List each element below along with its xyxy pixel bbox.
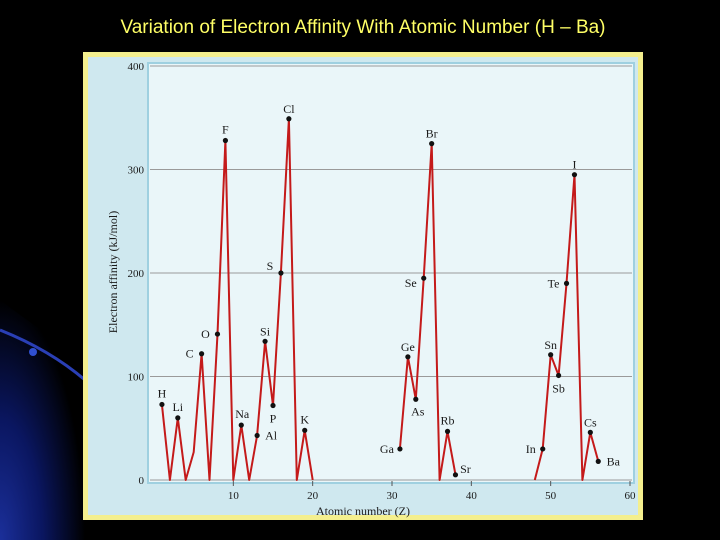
data-point bbox=[587, 429, 593, 435]
y-axis-label: Electron affinity (kJ/mol) bbox=[106, 211, 120, 333]
point-label: Ge bbox=[401, 340, 415, 354]
point-label: O bbox=[201, 327, 210, 341]
point-label: Sb bbox=[552, 381, 565, 395]
data-point bbox=[270, 402, 276, 409]
data-point bbox=[452, 472, 459, 478]
point-label: S bbox=[267, 259, 274, 273]
data-point bbox=[262, 338, 268, 344]
point-label: Cl bbox=[283, 102, 295, 116]
x-tick-label: 50 bbox=[545, 490, 557, 502]
x-tick-label: 20 bbox=[307, 490, 319, 502]
data-point bbox=[429, 141, 435, 147]
point-label: In bbox=[526, 442, 536, 456]
point-label: C bbox=[186, 347, 194, 361]
data-point bbox=[254, 432, 260, 439]
point-label: As bbox=[411, 404, 425, 418]
data-point bbox=[222, 137, 228, 144]
data-point bbox=[214, 331, 221, 337]
y-tick-label: 0 bbox=[139, 475, 145, 487]
point-label: I bbox=[572, 158, 576, 172]
point-label: Se bbox=[405, 276, 417, 290]
slide-title: Variation of Electron Affinity With Atom… bbox=[120, 17, 605, 38]
data-point bbox=[540, 446, 546, 452]
point-label: Sn bbox=[544, 338, 557, 352]
data-point bbox=[159, 401, 165, 408]
point-label: Li bbox=[172, 400, 183, 414]
point-label: Rb bbox=[441, 413, 455, 427]
point-label: Sr bbox=[460, 462, 471, 476]
data-point bbox=[278, 270, 284, 276]
point-label: F bbox=[222, 123, 229, 137]
decor-swoosh bbox=[0, 300, 85, 540]
x-tick-label: 30 bbox=[387, 490, 399, 502]
y-tick-label: 300 bbox=[128, 165, 145, 177]
x-tick-label: 60 bbox=[625, 490, 637, 502]
data-point bbox=[286, 116, 292, 122]
data-point bbox=[405, 354, 411, 360]
data-point bbox=[595, 458, 601, 464]
data-point bbox=[413, 396, 419, 402]
data-point bbox=[199, 351, 205, 357]
data-point bbox=[421, 275, 427, 281]
point-label: Te bbox=[548, 276, 560, 290]
data-point bbox=[571, 172, 578, 178]
point-label: P bbox=[270, 411, 277, 425]
y-tick-label: 400 bbox=[128, 61, 145, 73]
y-tick-label: 200 bbox=[128, 268, 145, 280]
data-point bbox=[548, 352, 554, 358]
y-tick-label: 100 bbox=[128, 372, 145, 384]
point-label: Ba bbox=[607, 454, 621, 468]
data-point bbox=[175, 415, 181, 421]
point-label: Al bbox=[265, 428, 278, 442]
point-label: Br bbox=[426, 127, 438, 141]
data-point bbox=[238, 422, 244, 428]
decor-line bbox=[0, 328, 86, 382]
point-label: Na bbox=[235, 407, 250, 421]
data-point bbox=[397, 446, 403, 452]
data-point bbox=[302, 427, 308, 433]
data-point bbox=[444, 428, 451, 434]
point-label: Ga bbox=[380, 442, 395, 456]
point-label: Si bbox=[260, 324, 271, 338]
x-tick-label: 10 bbox=[228, 490, 240, 502]
decor-dot bbox=[29, 348, 37, 356]
point-label: Cs bbox=[584, 415, 597, 429]
point-label: H bbox=[158, 386, 167, 400]
data-point bbox=[563, 280, 570, 286]
x-tick-label: 40 bbox=[466, 490, 478, 502]
data-point bbox=[556, 372, 562, 379]
x-axis-label: Atomic number (Z) bbox=[316, 504, 410, 518]
point-label: K bbox=[300, 412, 309, 426]
